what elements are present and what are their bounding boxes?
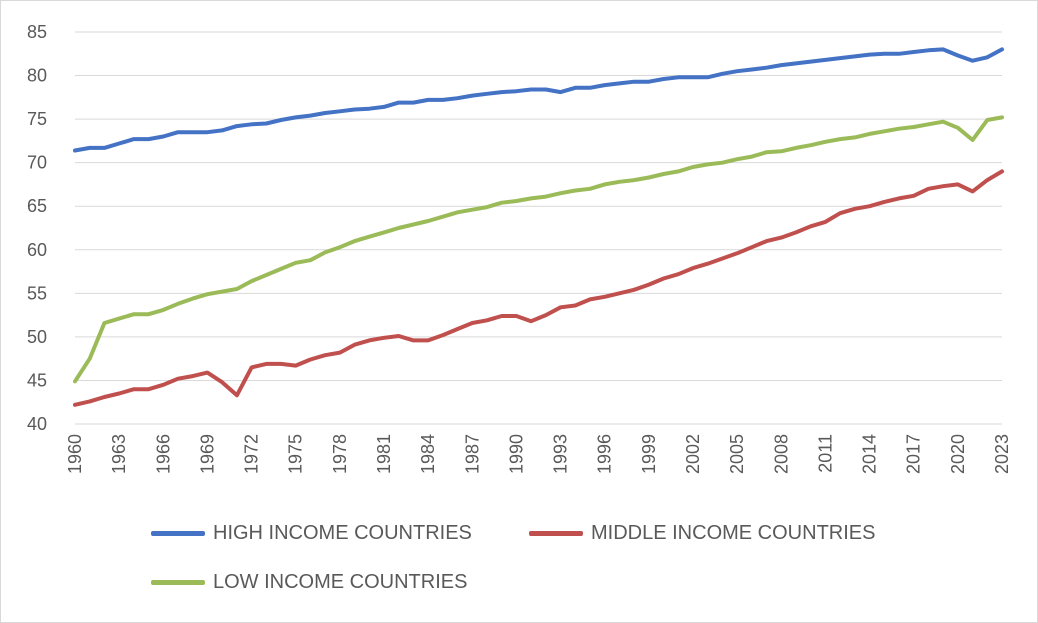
legend-swatch-low-income — [151, 580, 205, 585]
x-tick-label: 1960 — [65, 434, 85, 474]
x-tick-label: 1978 — [330, 434, 350, 474]
x-tick-label: 1993 — [551, 434, 571, 474]
series-line-low-income — [73, 115, 1004, 384]
legend-low-income: LOW INCOME COUNTRIES — [151, 571, 467, 594]
x-tick-label: 1972 — [242, 434, 262, 474]
legend-label-high-income: HIGH INCOME COUNTRIES — [213, 522, 472, 544]
x-tick-label: 2014 — [860, 434, 880, 474]
legend-middle-income: MIDDLE INCOME COUNTRIES — [529, 522, 875, 545]
legend-swatch-middle-income — [529, 531, 583, 536]
y-tick-label: 65 — [27, 196, 47, 216]
x-tick-label: 2017 — [904, 434, 924, 474]
legend-high-income: HIGH INCOME COUNTRIES — [151, 522, 472, 545]
x-tick-label: 2011 — [815, 434, 835, 473]
x-tick-label: 2005 — [727, 434, 747, 474]
y-tick-label: 55 — [27, 283, 47, 303]
x-tick-label: 1984 — [418, 434, 438, 474]
x-tick-label: 2023 — [992, 434, 1012, 474]
x-tick-label: 1999 — [639, 434, 659, 474]
y-tick-label: 80 — [27, 66, 47, 86]
gridlines — [75, 31, 1002, 381]
legend-swatch-high-income — [151, 531, 205, 536]
x-tick-label: 1981 — [374, 434, 394, 474]
y-tick-label: 75 — [27, 109, 47, 129]
series-lines — [73, 47, 1004, 407]
y-tick-label: 85 — [27, 22, 47, 42]
x-tick-label: 1996 — [595, 434, 615, 474]
x-tick-label: 1966 — [153, 434, 173, 474]
y-tick-label: 60 — [27, 240, 47, 260]
legend-label-low-income: LOW INCOME COUNTRIES — [213, 571, 468, 593]
x-tick-label: 2008 — [771, 434, 791, 474]
x-tick-label: 1963 — [109, 434, 129, 474]
x-tick-label: 1969 — [197, 434, 217, 474]
y-tick-label: 70 — [27, 153, 47, 173]
x-tick-label: 1975 — [286, 434, 306, 474]
y-tick-label: 50 — [27, 327, 47, 347]
x-tick-label: 1987 — [462, 434, 482, 474]
x-axis-ticks: 1960 1963 1966 1969 1972 1975 1978 1981 1984 1987… — [65, 434, 1012, 474]
x-tick-label: 2020 — [948, 434, 968, 474]
y-tick-label: 45 — [27, 370, 47, 390]
x-tick-label: 2002 — [683, 434, 703, 474]
x-tick-label: 1990 — [506, 434, 526, 474]
y-axis-ticks: 40 45 50 55 60 65 70 75 80 85 — [27, 22, 47, 434]
legend-label-middle-income: MIDDLE INCOME COUNTRIES — [591, 522, 876, 544]
y-tick-label: 40 — [27, 414, 47, 434]
series-line-high-income — [73, 47, 1004, 153]
series-line-middle-income — [73, 169, 1004, 407]
